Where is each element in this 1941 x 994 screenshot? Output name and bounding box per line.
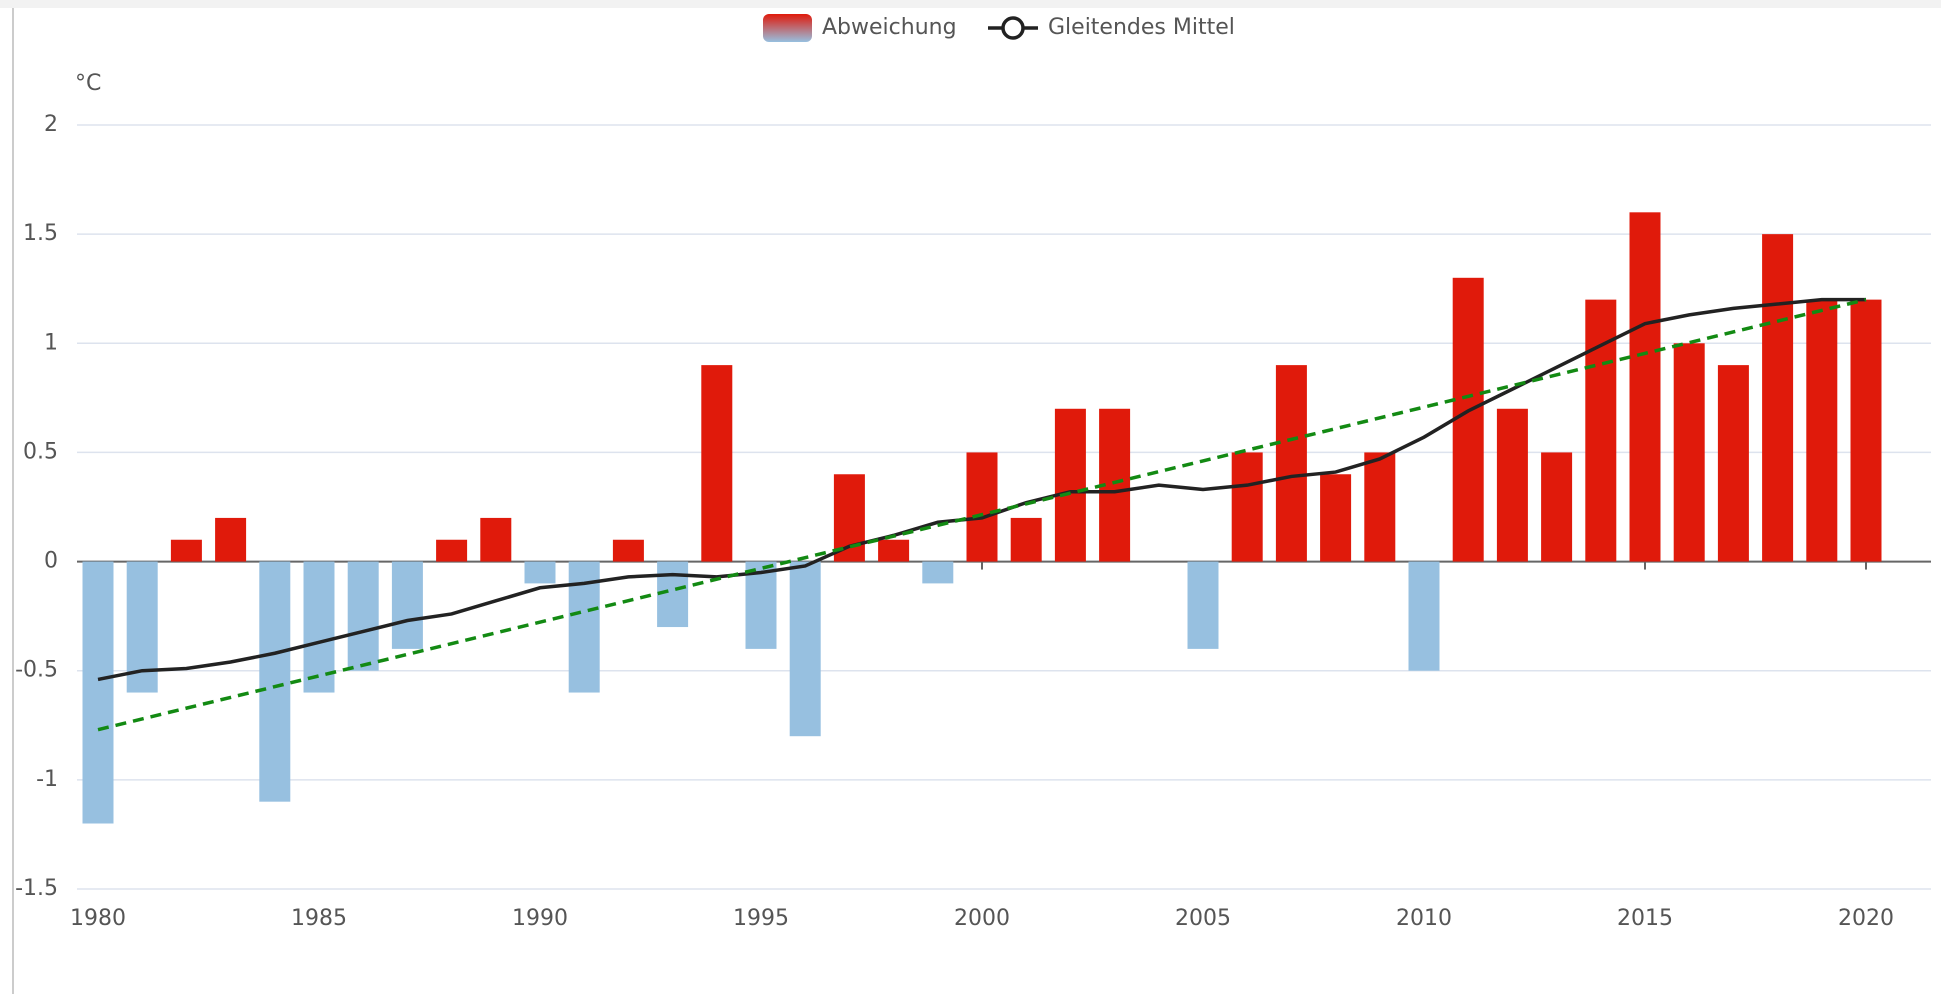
x-tick-label: 2015 <box>1617 906 1673 931</box>
legend-label: Gleitendes Mittel <box>1048 15 1235 40</box>
y-tick-label: -1.5 <box>15 876 58 901</box>
bar <box>1673 343 1705 562</box>
bar <box>259 561 291 802</box>
bar <box>701 365 733 562</box>
bar <box>1231 452 1263 562</box>
bar <box>1806 299 1838 562</box>
bar <box>1275 365 1307 562</box>
bar <box>789 561 821 737</box>
bar <box>347 561 379 671</box>
bar <box>1408 561 1440 671</box>
x-tick-label: 1995 <box>733 906 789 931</box>
x-tick-label: 1985 <box>291 906 347 931</box>
y-tick-label: -0.5 <box>15 658 58 683</box>
bar <box>1496 408 1528 562</box>
bar <box>215 517 247 562</box>
legend-label: Abweichung <box>822 15 957 40</box>
bar <box>1320 474 1352 562</box>
bar <box>391 561 423 649</box>
bar <box>1762 234 1794 562</box>
bar <box>524 561 556 584</box>
bar <box>1541 452 1573 562</box>
bar <box>1629 212 1661 562</box>
y-unit: °C <box>75 71 101 96</box>
bar <box>745 561 777 649</box>
bar <box>82 561 114 824</box>
bar <box>1054 408 1086 562</box>
y-tick-label: 0 <box>44 549 58 574</box>
y-tick-label: 2 <box>44 112 58 137</box>
trend-line <box>97 297 1867 732</box>
x-tick-label: 1990 <box>512 906 568 931</box>
bar <box>1364 452 1396 562</box>
bar <box>1850 299 1882 562</box>
bar <box>966 452 998 562</box>
bar <box>922 561 954 584</box>
bar <box>1010 517 1042 562</box>
legend-swatch <box>763 14 812 42</box>
bar <box>1187 561 1219 649</box>
bar <box>170 539 202 562</box>
bar <box>436 539 468 562</box>
x-tick-label: 2020 <box>1838 906 1894 931</box>
bar <box>303 561 335 693</box>
x-tick-label: 2005 <box>1175 906 1231 931</box>
bar <box>1452 277 1484 562</box>
bar <box>480 517 512 562</box>
y-tick-label: 0.5 <box>23 439 58 464</box>
top-edge <box>0 0 1941 8</box>
bar <box>1717 365 1749 562</box>
bar <box>657 561 689 628</box>
x-tick-label: 2000 <box>954 906 1010 931</box>
x-tick-label: 2010 <box>1396 906 1452 931</box>
bar <box>1585 299 1617 562</box>
y-tick-label: -1 <box>36 767 58 792</box>
bar <box>612 539 644 562</box>
moving-average-line <box>97 297 1866 682</box>
x-tick-label: 1980 <box>70 906 126 931</box>
legend-marker <box>1001 16 1025 40</box>
bar <box>878 539 910 562</box>
y-tick-label: 1 <box>44 330 58 355</box>
y-tick-label: 1.5 <box>23 221 58 246</box>
